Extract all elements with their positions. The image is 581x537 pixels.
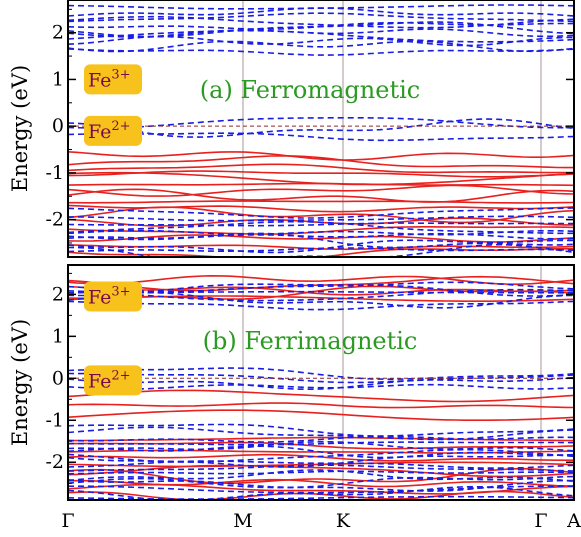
k-point-label: Γ bbox=[61, 510, 74, 532]
k-point-label: Γ bbox=[534, 510, 547, 532]
spin-down-band bbox=[68, 376, 574, 390]
spin-up-band bbox=[68, 155, 574, 169]
spin-up-band bbox=[68, 200, 574, 204]
spin-up-band bbox=[68, 389, 574, 403]
spin-down-band bbox=[68, 40, 574, 53]
spin-down-band bbox=[68, 423, 574, 437]
spin-down-band bbox=[68, 469, 574, 483]
spin-up-band bbox=[68, 402, 574, 409]
spin-down-band bbox=[68, 215, 574, 222]
plot-frame bbox=[67, 0, 575, 258]
spin-down-band bbox=[68, 7, 574, 17]
badge-label: Fe3+ bbox=[88, 284, 131, 308]
spin-down-band bbox=[68, 290, 574, 294]
spin-down-band bbox=[68, 48, 574, 56]
y-axis-title: Energy (eV) bbox=[8, 319, 32, 446]
spin-down-band bbox=[68, 383, 574, 390]
ion-badge: Fe2+ bbox=[84, 365, 142, 396]
ion-badge: Fe2+ bbox=[84, 115, 142, 146]
spin-down-band bbox=[68, 288, 574, 302]
y-tick-label: 0 bbox=[52, 367, 64, 389]
ion-badge: Fe3+ bbox=[84, 281, 142, 312]
y-tick-label: 1 bbox=[52, 325, 64, 347]
spin-down-band bbox=[68, 470, 574, 475]
y-axis-title: Energy (eV) bbox=[8, 65, 32, 192]
spin-down-band bbox=[68, 222, 574, 227]
spin-up-band bbox=[68, 170, 574, 178]
badge-label: Fe3+ bbox=[88, 67, 131, 91]
y-tick-label: 2 bbox=[52, 283, 64, 305]
spin-down-band bbox=[68, 475, 574, 489]
y-tick-label: 2 bbox=[52, 22, 64, 44]
spin-up-band bbox=[68, 182, 574, 187]
spin-down-band bbox=[68, 441, 574, 453]
spin-down-band bbox=[68, 460, 574, 469]
spin-up-band bbox=[68, 163, 574, 174]
spin-up-band bbox=[68, 171, 574, 186]
spin-up-band bbox=[68, 467, 574, 485]
panel-ferrimagnetic: -2 -1 0 1 2 Energy (eV) (b) Ferrimagnetic Fe3+ F… bbox=[8, 264, 575, 501]
badge-background bbox=[84, 365, 142, 396]
y-tick-label: 0 bbox=[52, 115, 64, 137]
spin-up-band bbox=[68, 184, 574, 197]
y-tick-label: -2 bbox=[45, 451, 64, 473]
spin-up-band bbox=[68, 295, 574, 302]
spin-down-band bbox=[68, 220, 574, 235]
spin-up-band bbox=[68, 151, 574, 161]
k-point-label: A bbox=[566, 510, 581, 532]
panel-ferromagnetic: -2 -1 0 1 2 Energy (eV) (a) Ferromagnetic Fe3+ F… bbox=[8, 0, 575, 258]
plot-frame bbox=[67, 264, 575, 501]
y-tick-label: 1 bbox=[52, 68, 64, 90]
spin-down-band bbox=[68, 445, 574, 459]
y-tick-label: -1 bbox=[45, 162, 64, 184]
spin-down-band bbox=[68, 464, 574, 472]
spin-down-band bbox=[68, 232, 574, 249]
ion-badge: Fe3+ bbox=[84, 64, 142, 95]
y-tick-label: -1 bbox=[45, 409, 64, 431]
badge-label: Fe2+ bbox=[88, 119, 131, 143]
spin-down-band bbox=[68, 247, 574, 253]
badge-background bbox=[84, 281, 142, 312]
badge-background bbox=[84, 115, 142, 146]
spin-down-band bbox=[68, 132, 574, 142]
spin-down-band bbox=[68, 232, 574, 241]
spin-up-band bbox=[68, 409, 574, 421]
badge-label: Fe2+ bbox=[88, 368, 131, 392]
spin-down-band bbox=[68, 207, 574, 219]
spin-down-band bbox=[68, 426, 574, 441]
spin-down-band bbox=[68, 29, 574, 43]
spin-up-band bbox=[68, 188, 574, 203]
spin-down-band bbox=[68, 300, 574, 311]
k-point-label: M bbox=[233, 510, 252, 532]
spin-down-band bbox=[68, 12, 574, 23]
panel-title: (a) Ferromagnetic bbox=[200, 76, 420, 104]
spin-down-band bbox=[68, 229, 574, 236]
spin-up-band bbox=[68, 206, 574, 224]
y-tick-label: -2 bbox=[45, 209, 64, 231]
spin-down-band bbox=[68, 441, 574, 446]
spin-down-band bbox=[68, 495, 574, 500]
panel-title: (b) Ferrimagnetic bbox=[203, 327, 418, 355]
spin-down-band bbox=[68, 35, 574, 47]
spin-down-band bbox=[68, 435, 574, 443]
k-point-label: K bbox=[336, 510, 351, 532]
badge-background bbox=[84, 64, 142, 95]
spin-down-band bbox=[68, 367, 574, 381]
